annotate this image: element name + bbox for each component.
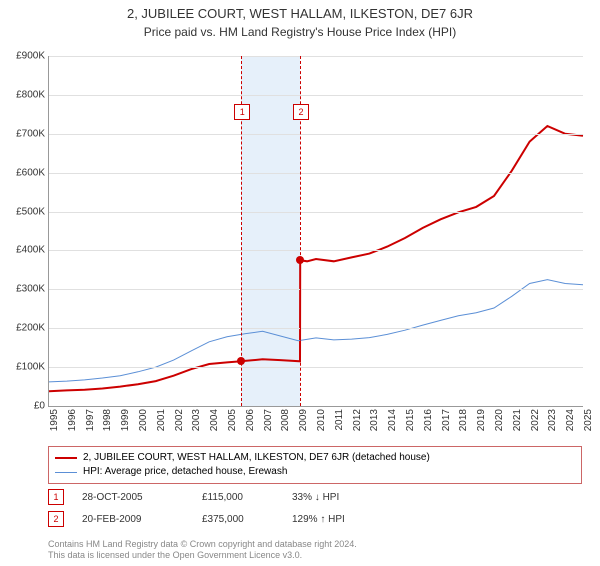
- sale-date-1: 28-OCT-2005: [82, 492, 202, 503]
- ytick-label: £0: [34, 401, 45, 412]
- xtick-label: 2012: [352, 409, 363, 431]
- sale-dot: [296, 256, 304, 264]
- xtick-label: 1995: [49, 409, 60, 431]
- xtick-label: 2024: [565, 409, 576, 431]
- footer-line-2: This data is licensed under the Open Gov…: [48, 550, 582, 562]
- ytick-label: £400K: [16, 245, 45, 256]
- xtick-label: 2004: [209, 409, 220, 431]
- ytick-label: £700K: [16, 128, 45, 139]
- xtick-label: 2010: [316, 409, 327, 431]
- legend-swatch-hpi: [55, 472, 77, 473]
- ytick-label: £500K: [16, 206, 45, 217]
- xtick-label: 2000: [138, 409, 149, 431]
- chart-title: 2, JUBILEE COURT, WEST HALLAM, ILKESTON,…: [0, 6, 600, 21]
- legend-item-hpi: HPI: Average price, detached house, Erew…: [55, 465, 575, 479]
- xtick-label: 2023: [547, 409, 558, 431]
- ytick-label: £200K: [16, 323, 45, 334]
- xtick-label: 1999: [120, 409, 131, 431]
- xtick-label: 2016: [423, 409, 434, 431]
- xtick-label: 2021: [512, 409, 523, 431]
- legend-item-price-paid: 2, JUBILEE COURT, WEST HALLAM, ILKESTON,…: [55, 451, 575, 465]
- xtick-label: 2018: [458, 409, 469, 431]
- footer-line-1: Contains HM Land Registry data © Crown c…: [48, 539, 582, 551]
- chart-container: 2, JUBILEE COURT, WEST HALLAM, ILKESTON,…: [0, 6, 600, 566]
- footer: Contains HM Land Registry data © Crown c…: [48, 539, 582, 562]
- sale-dot: [237, 357, 245, 365]
- xtick-label: 1998: [102, 409, 113, 431]
- legend-label-price-paid: 2, JUBILEE COURT, WEST HALLAM, ILKESTON,…: [83, 451, 430, 465]
- sale-delta-1: 33% ↓ HPI: [292, 492, 392, 503]
- chart-subtitle: Price paid vs. HM Land Registry's House …: [0, 25, 600, 39]
- plot-svg: [49, 56, 583, 406]
- ytick-label: £600K: [16, 167, 45, 178]
- xtick-label: 2017: [441, 409, 452, 431]
- xtick-label: 2014: [387, 409, 398, 431]
- sale-row-2: 2 20-FEB-2009 £375,000 129% ↑ HPI: [48, 511, 582, 527]
- xtick-label: 2015: [405, 409, 416, 431]
- legend-label-hpi: HPI: Average price, detached house, Erew…: [83, 465, 287, 479]
- xtick-label: 2009: [298, 409, 309, 431]
- ytick-label: £800K: [16, 89, 45, 100]
- xtick-label: 1997: [85, 409, 96, 431]
- sale-date-2: 20-FEB-2009: [82, 514, 202, 525]
- xtick-label: 2019: [476, 409, 487, 431]
- plot-area: £0£100K£200K£300K£400K£500K£600K£700K£80…: [48, 56, 583, 407]
- ytick-label: £300K: [16, 284, 45, 295]
- sale-price-1: £115,000: [202, 492, 292, 503]
- xtick-label: 2003: [191, 409, 202, 431]
- sale-price-2: £375,000: [202, 514, 292, 525]
- sale-marker-2: 2: [48, 511, 64, 527]
- xtick-label: 1996: [67, 409, 78, 431]
- series-price_paid: [49, 126, 583, 391]
- xtick-label: 2020: [494, 409, 505, 431]
- xtick-label: 2008: [280, 409, 291, 431]
- sale-marker-1: 1: [48, 489, 64, 505]
- xtick-label: 2013: [369, 409, 380, 431]
- xtick-label: 2025: [583, 409, 594, 431]
- xtick-label: 2005: [227, 409, 238, 431]
- legend-swatch-price-paid: [55, 457, 77, 459]
- xtick-label: 2022: [530, 409, 541, 431]
- legend: 2, JUBILEE COURT, WEST HALLAM, ILKESTON,…: [48, 446, 582, 484]
- xtick-label: 2007: [263, 409, 274, 431]
- chart-marker-2: 2: [293, 104, 309, 120]
- sale-row-1: 1 28-OCT-2005 £115,000 33% ↓ HPI: [48, 489, 582, 505]
- xtick-label: 2011: [334, 409, 345, 431]
- xtick-label: 2006: [245, 409, 256, 431]
- ytick-label: £900K: [16, 51, 45, 62]
- xtick-label: 2002: [174, 409, 185, 431]
- ytick-label: £100K: [16, 362, 45, 373]
- xtick-label: 2001: [156, 409, 167, 431]
- chart-marker-1: 1: [234, 104, 250, 120]
- sale-delta-2: 129% ↑ HPI: [292, 514, 392, 525]
